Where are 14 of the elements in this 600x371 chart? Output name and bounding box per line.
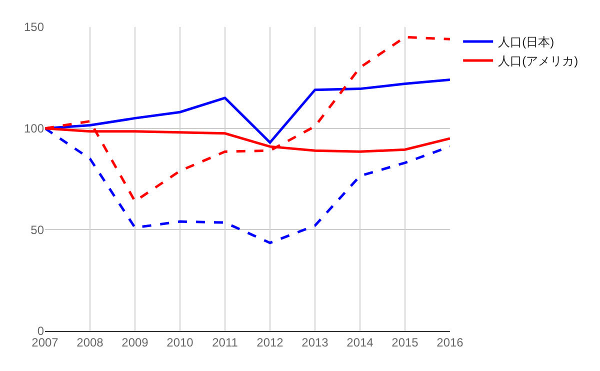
legend-label: 人口(日本) xyxy=(498,35,554,50)
x-tick-label: 2008 xyxy=(76,335,104,350)
y-tick-label: 150 xyxy=(24,20,44,34)
legend-label: 人口(アメリカ) xyxy=(498,54,578,68)
x-tick-label: 2015 xyxy=(392,335,419,350)
x-tick-label: 2012 xyxy=(256,335,284,350)
x-tick-label: 2009 xyxy=(122,335,149,350)
x-tick-label: 2016 xyxy=(436,335,464,350)
x-tick-label: 2013 xyxy=(302,335,329,350)
x-tick-label: 2014 xyxy=(346,335,374,350)
x-tick-label: 2010 xyxy=(166,335,194,350)
y-tick-label: 100 xyxy=(24,122,44,136)
y-tick-label: 50 xyxy=(30,222,44,237)
x-tick-label: 2011 xyxy=(212,335,238,350)
